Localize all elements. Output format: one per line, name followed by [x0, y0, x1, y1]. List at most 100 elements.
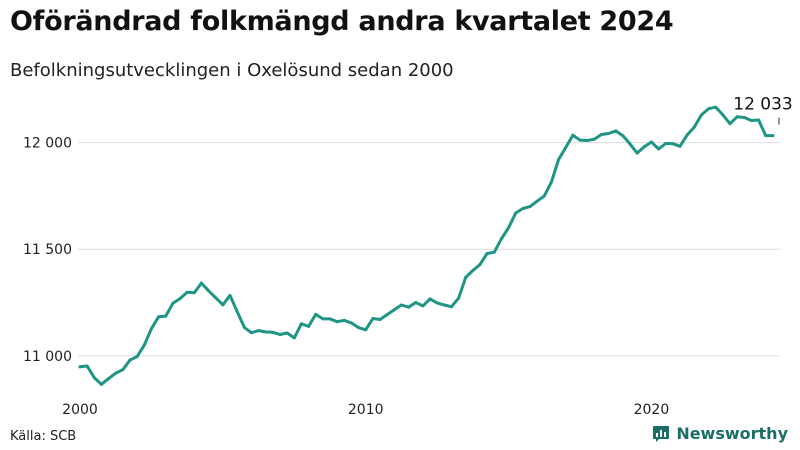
data-point [635, 151, 639, 155]
data-point [164, 314, 168, 318]
data-point [278, 332, 282, 336]
brand-logo: Newsworthy [652, 424, 788, 443]
data-point [714, 105, 718, 109]
data-point [92, 376, 96, 380]
data-point [99, 382, 103, 386]
data-point [235, 309, 239, 313]
data-point [407, 305, 411, 309]
data-point [364, 328, 368, 332]
last-value-label: 12 033 [733, 95, 792, 115]
data-point [171, 301, 175, 305]
data-point [599, 133, 603, 137]
data-point [514, 211, 518, 215]
data-point [257, 329, 261, 333]
data-point [399, 303, 403, 307]
data-point [535, 199, 539, 203]
data-points [78, 105, 775, 386]
data-point [507, 226, 511, 230]
data-point [592, 137, 596, 141]
data-point [449, 305, 453, 309]
y-tick-label: 11 500 [23, 242, 72, 258]
data-point [735, 115, 739, 119]
data-point [249, 331, 253, 335]
bar-chart-logo-icon [653, 425, 670, 442]
data-point [271, 330, 275, 334]
data-point [421, 304, 425, 308]
data-point [464, 275, 468, 279]
data-point [428, 297, 432, 301]
data-point [185, 290, 189, 294]
data-point [757, 118, 761, 122]
x-tick-label: 2000 [62, 402, 98, 418]
data-point [335, 320, 339, 324]
data-point [585, 138, 589, 142]
data-point [649, 140, 653, 144]
data-point [549, 180, 553, 184]
data-point [664, 141, 668, 145]
data-point [228, 293, 232, 297]
data-point [478, 263, 482, 267]
data-point [521, 206, 525, 210]
brand-name: Newsworthy [676, 424, 788, 443]
data-point [371, 316, 375, 320]
data-point [542, 194, 546, 198]
data-point [78, 365, 82, 369]
data-point [142, 343, 146, 347]
x-tick-label: 2010 [348, 402, 384, 418]
data-point [207, 289, 211, 293]
data-point [307, 324, 311, 328]
data-point [621, 134, 625, 138]
data-point [678, 144, 682, 148]
data-point [192, 291, 196, 295]
data-point [471, 269, 475, 273]
data-point [642, 145, 646, 149]
data-point [214, 296, 218, 300]
y-axis-ticks: 11 000 11 500 12 000 [23, 136, 72, 365]
data-point [321, 317, 325, 321]
data-point [721, 113, 725, 117]
data-point [707, 107, 711, 111]
data-point [685, 133, 689, 137]
data-point [264, 330, 268, 334]
x-tick-label: 2020 [634, 402, 670, 418]
y-tick-label: 12 000 [23, 136, 72, 152]
data-point [557, 157, 561, 161]
data-point [285, 331, 289, 335]
data-point [728, 122, 732, 126]
data-point [349, 321, 353, 325]
x-axis-ticks: 2000 2010 2020 [62, 402, 669, 418]
data-point [492, 250, 496, 254]
chart-title: Oförändrad folkmängd andra kvartalet 202… [10, 6, 674, 37]
data-point [742, 115, 746, 119]
data-point [292, 336, 296, 340]
y-tick-label: 11 000 [23, 349, 72, 365]
data-point [771, 134, 775, 138]
data-point [564, 146, 568, 150]
data-point [392, 308, 396, 312]
data-point [657, 147, 661, 151]
data-point [221, 303, 225, 307]
data-point [692, 125, 696, 129]
data-point [242, 325, 246, 329]
data-point [149, 327, 153, 331]
data-point [328, 317, 332, 321]
data-point [485, 251, 489, 255]
data-point [699, 113, 703, 117]
data-point [385, 313, 389, 317]
data-point [121, 368, 125, 372]
chart-subtitle: Befolkningsutvecklingen i Oxelösund seda… [10, 60, 454, 81]
data-point [628, 142, 632, 146]
data-point [342, 318, 346, 322]
data-point [764, 134, 768, 138]
data-point [457, 296, 461, 300]
data-point [85, 364, 89, 368]
population-line [78, 105, 775, 386]
data-point [128, 358, 132, 362]
gridlines [78, 142, 780, 357]
data-point [114, 371, 118, 375]
data-point [107, 377, 111, 381]
data-point [749, 118, 753, 122]
data-point [607, 131, 611, 135]
source-note: Källa: SCB [10, 429, 77, 444]
